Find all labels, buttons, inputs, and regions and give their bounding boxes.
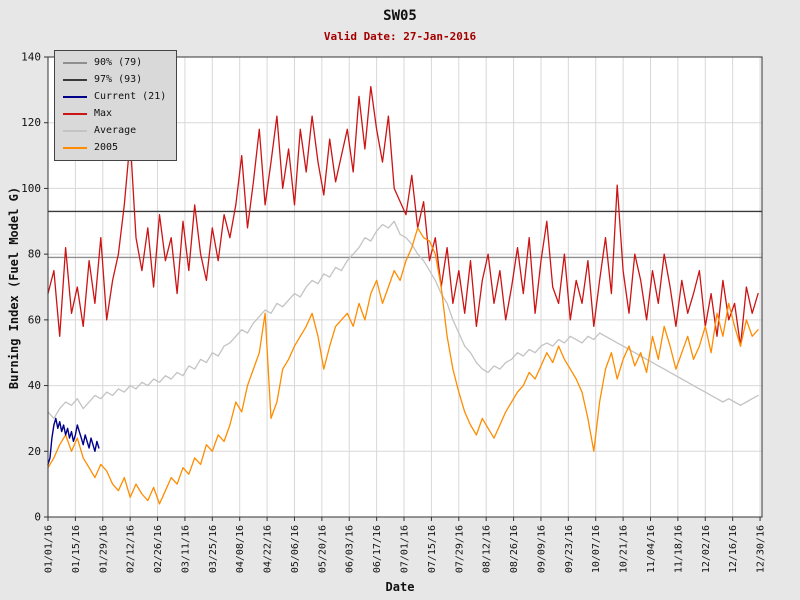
x-tick-label: 03/11/16 <box>180 525 191 573</box>
x-tick-label: 04/08/16 <box>235 525 246 573</box>
x-tick-label: 07/29/16 <box>454 525 465 573</box>
x-tick-label: 08/12/16 <box>482 525 493 573</box>
legend-item: 97% (93) <box>63 73 166 86</box>
x-tick-label: 02/26/16 <box>153 525 164 573</box>
series-line-current-21 <box>47 417 100 466</box>
y-tick-label: 100 <box>21 182 41 195</box>
legend-swatch-line <box>63 129 87 132</box>
x-tick-label: 12/16/16 <box>728 525 739 573</box>
x-tick-label: 08/26/16 <box>509 525 520 573</box>
y-tick-label: 20 <box>28 445 41 458</box>
chart-valid-date: Valid Date: 27-Jan-2016 <box>323 30 477 43</box>
x-tick-label: 11/04/16 <box>646 525 657 573</box>
y-tick-label: 40 <box>28 379 41 392</box>
x-tick-label: 06/17/16 <box>372 525 383 573</box>
legend-swatch-line <box>63 112 87 115</box>
series-line-2005 <box>47 227 759 505</box>
x-tick-label: 07/15/16 <box>427 525 438 573</box>
y-tick-label: 60 <box>28 313 41 326</box>
legend-swatch-line <box>63 61 87 64</box>
legend-item: Current (21) <box>63 90 166 103</box>
x-tick-label: 07/01/16 <box>400 525 411 573</box>
x-tick-label: 06/03/16 <box>345 525 356 573</box>
series-line-max <box>47 85 759 347</box>
x-tick-label: 04/22/16 <box>263 525 274 573</box>
x-tick-label: 01/29/16 <box>98 525 109 573</box>
legend-item: 90% (79) <box>63 56 166 69</box>
legend-swatch-line <box>63 95 87 98</box>
legend: 90% (79) 97% (93) Current (21) Max Average 20… <box>54 50 178 161</box>
x-tick-label: 12/02/16 <box>701 525 712 573</box>
legend-label: Max <box>94 108 113 119</box>
legend-label: 2005 <box>94 142 119 153</box>
y-tick-label: 140 <box>21 51 41 64</box>
x-tick-label: 02/12/16 <box>126 525 137 573</box>
legend-label: Average <box>94 125 137 136</box>
x-tick-label: 09/09/16 <box>536 525 547 573</box>
x-tick-label: 10/07/16 <box>591 525 602 573</box>
legend-item: Max <box>63 107 166 120</box>
x-tick-label: 10/21/16 <box>619 525 630 573</box>
x-tick-label: 05/20/16 <box>317 525 328 573</box>
x-tick-label: 03/25/16 <box>208 525 219 573</box>
legend-label: 90% (79) <box>94 57 143 68</box>
legend-item: 2005 <box>63 141 166 154</box>
legend-item: Average <box>63 124 166 137</box>
x-axis-label: Date <box>385 580 415 594</box>
x-tick-label: 01/01/16 <box>44 525 55 573</box>
x-tick-label: 09/23/16 <box>564 525 575 573</box>
x-tick-label: 05/06/16 <box>290 525 301 573</box>
legend-label: Current (21) <box>94 91 167 102</box>
y-tick-label: 120 <box>21 116 41 129</box>
plot-frame <box>47 56 763 518</box>
x-tick-label: 01/15/16 <box>71 525 82 573</box>
legend-swatch-line <box>63 146 87 149</box>
y-tick-label: 0 <box>34 511 41 524</box>
x-tick-label: 11/18/16 <box>673 525 684 573</box>
chart-title: SW05 <box>383 8 417 24</box>
legend-swatch-line <box>63 78 87 81</box>
x-tick-label: 12/30/16 <box>756 525 767 573</box>
y-tick-label: 80 <box>28 248 41 261</box>
legend-label: 97% (93) <box>94 74 143 85</box>
